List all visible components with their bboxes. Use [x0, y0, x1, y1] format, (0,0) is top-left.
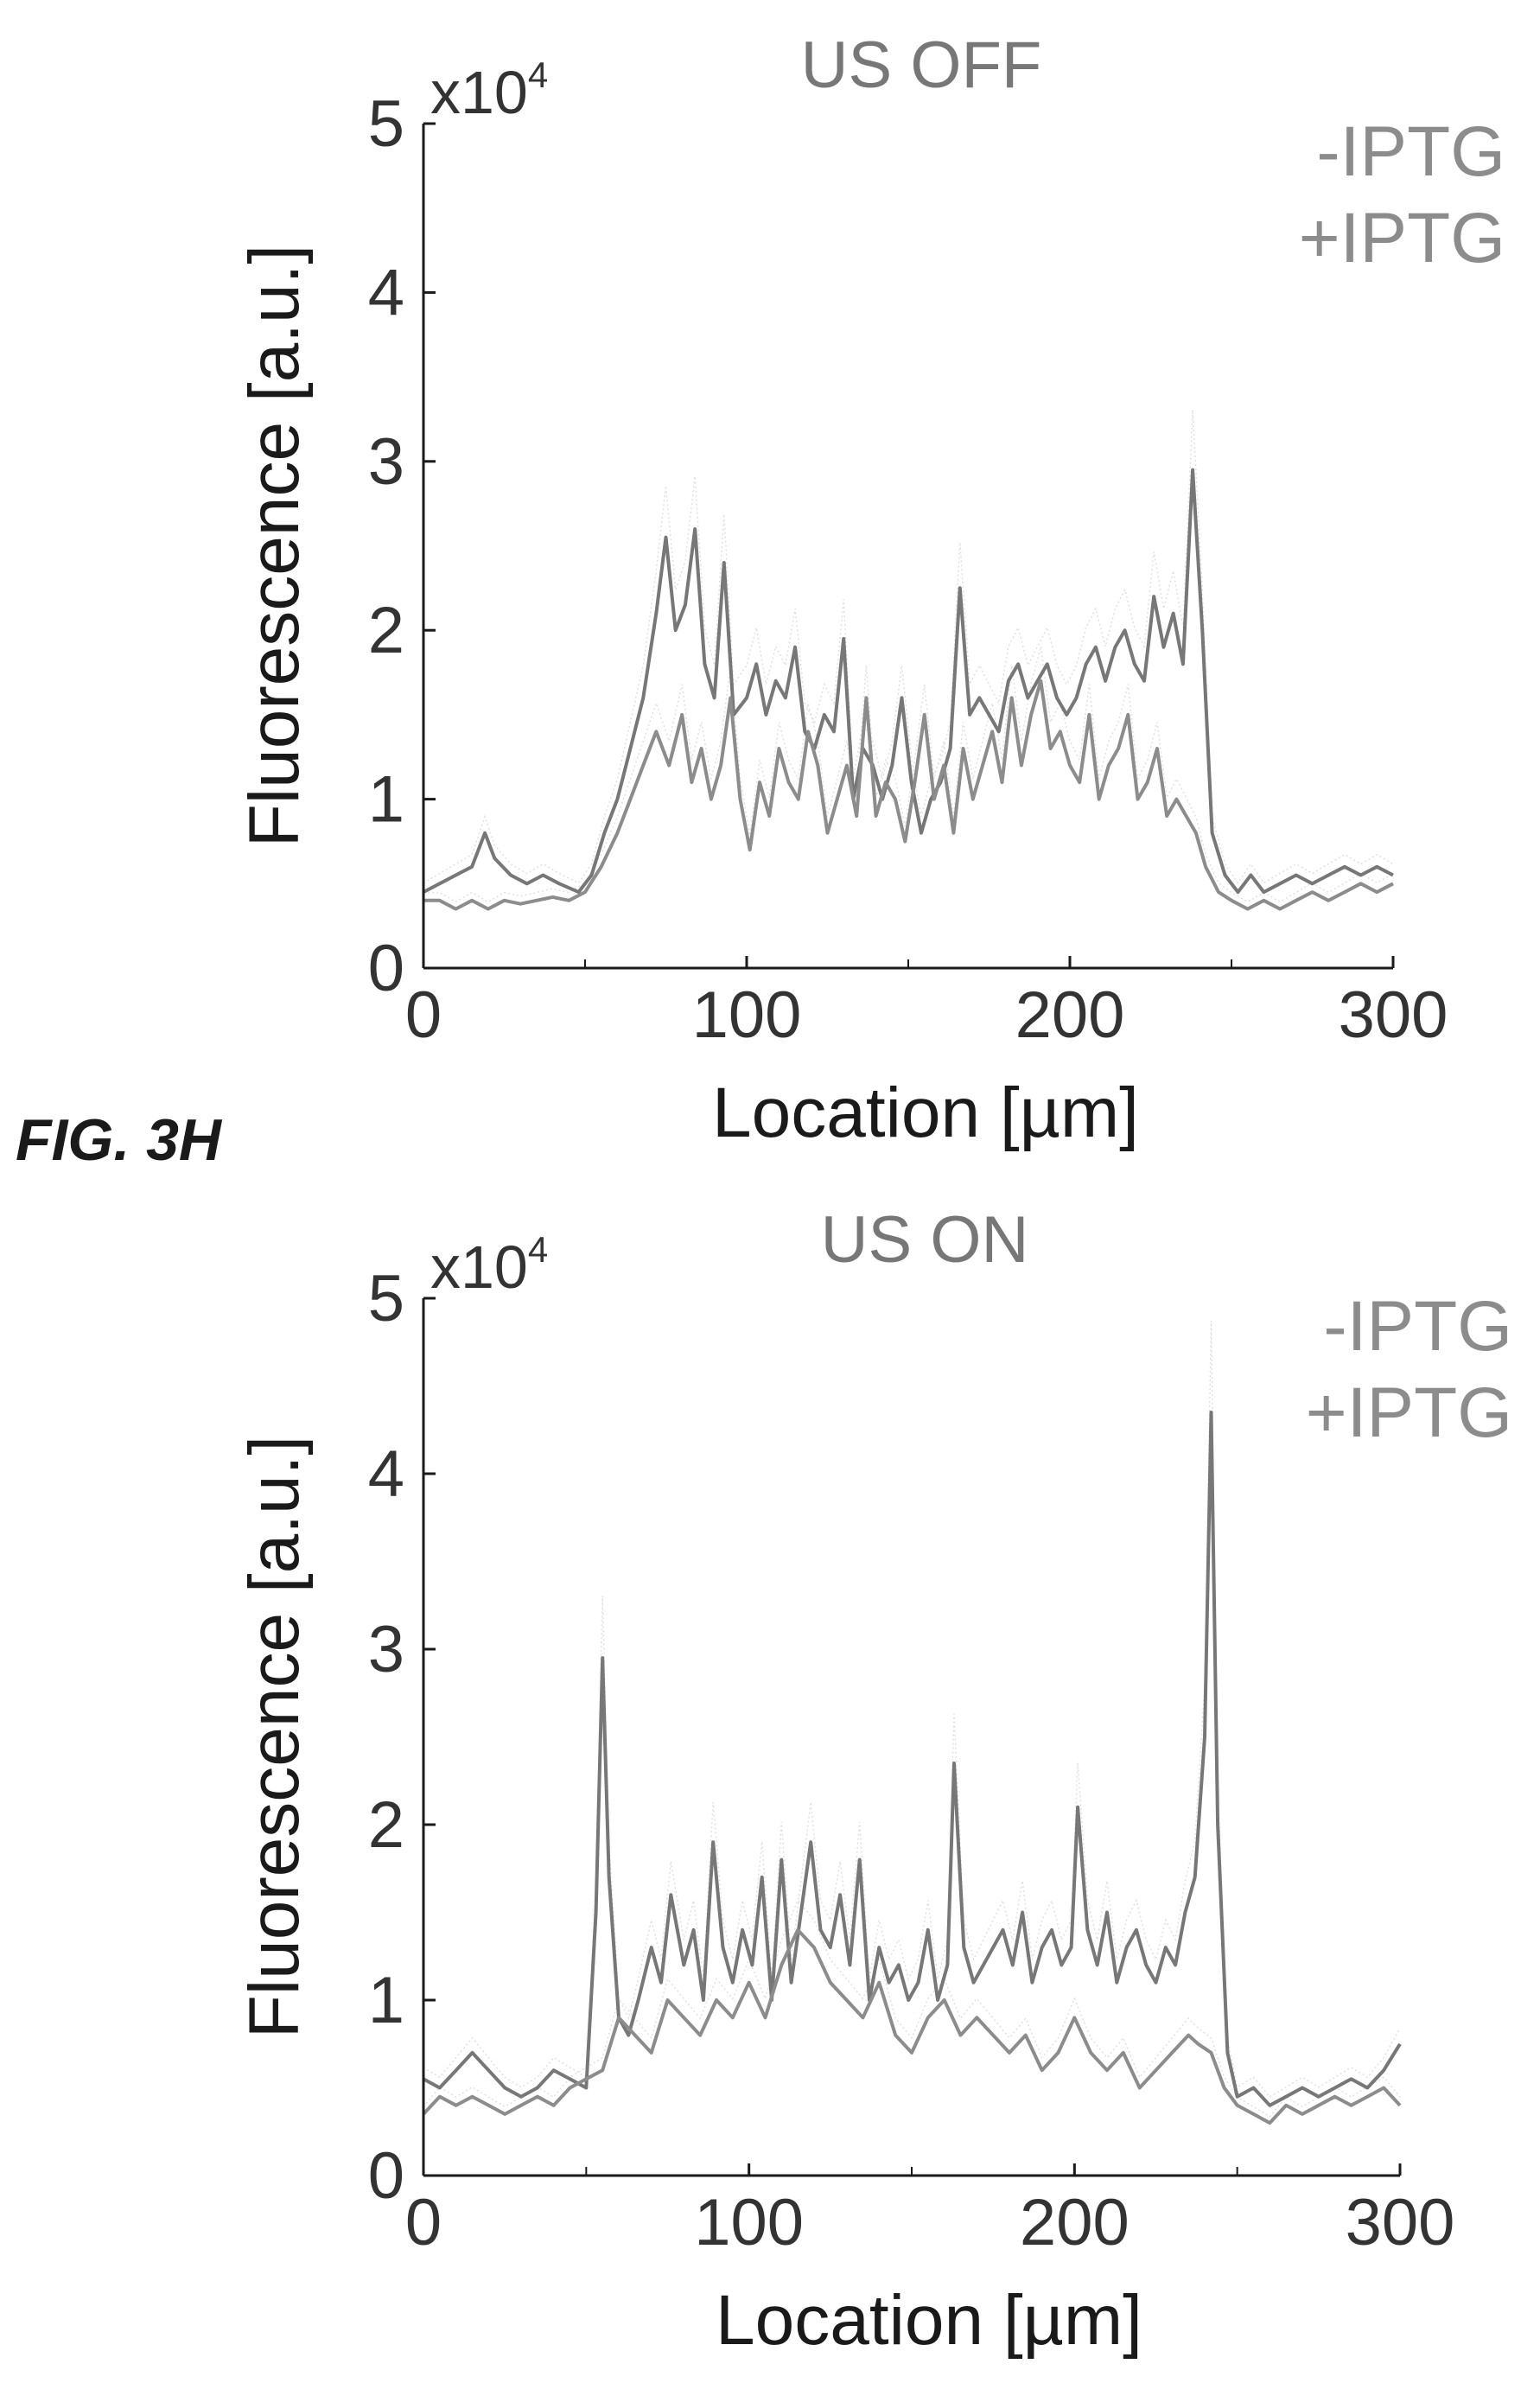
- x-tick-label: 300: [1346, 2186, 1455, 2259]
- y-tick-label: 5: [368, 87, 404, 161]
- y-tick-label: 2: [368, 1788, 404, 1862]
- y-tick-label: 5: [368, 1262, 404, 1335]
- legend-entry: -IPTG: [1316, 112, 1505, 191]
- x-axis-label: Location [µm]: [712, 1074, 1139, 1152]
- x-tick-label: 200: [1015, 978, 1125, 1052]
- series-line-minus-iptg: [423, 468, 1394, 895]
- y-tick-label: 4: [368, 1437, 404, 1511]
- variance-band-line: [423, 646, 1394, 903]
- series-line-minus-iptg: [423, 1411, 1402, 2107]
- series-line-plus-iptg: [423, 679, 1394, 911]
- variance-band: [423, 410, 1394, 903]
- y-exponent-label: x104: [430, 1229, 548, 1301]
- x-tick-label: 0: [405, 978, 442, 1052]
- legend-entry: +IPTG: [1299, 199, 1505, 277]
- y-tick-label: 0: [368, 932, 404, 1005]
- figure-label: FIG. 3H: [16, 1107, 222, 1173]
- legend-entry: -IPTG: [1323, 1287, 1512, 1366]
- y-exponent-base: x10: [430, 1233, 528, 1301]
- chart-title: US OFF: [801, 29, 1042, 102]
- x-tick-label: 200: [1020, 2186, 1130, 2259]
- y-tick-label: 1: [368, 763, 404, 837]
- chart-title: US ON: [821, 1203, 1029, 1277]
- x-tick-label: 300: [1339, 978, 1448, 1052]
- y-tick-label: 0: [368, 2139, 404, 2213]
- y-exponent-power: 4: [528, 54, 548, 95]
- y-axis-label: Fluorescence [a.u.]: [235, 1436, 314, 2038]
- y-exponent-power: 4: [528, 1229, 548, 1270]
- legend-entry: +IPTG: [1306, 1373, 1512, 1452]
- variance-band-line: [423, 1899, 1401, 2118]
- y-exponent-label: x104: [430, 54, 548, 126]
- variance-band-line: [423, 410, 1394, 884]
- y-tick-label: 3: [368, 425, 404, 499]
- y-tick-label: 3: [368, 1613, 404, 1686]
- x-tick-label: 0: [405, 2186, 442, 2259]
- variance-band-line: [423, 1320, 1401, 2099]
- y-tick-label: 4: [368, 256, 404, 329]
- x-tick-label: 100: [694, 2186, 804, 2259]
- y-tick-label: 1: [368, 1964, 404, 2037]
- x-tick-label: 100: [692, 978, 802, 1052]
- y-exponent-base: x10: [430, 59, 528, 126]
- x-axis-label: Location [µm]: [716, 2281, 1142, 2360]
- y-tick-label: 2: [368, 594, 404, 667]
- series-line-plus-iptg: [422, 1927, 1402, 2125]
- y-axis-label: Fluorescence [a.u.]: [235, 245, 314, 847]
